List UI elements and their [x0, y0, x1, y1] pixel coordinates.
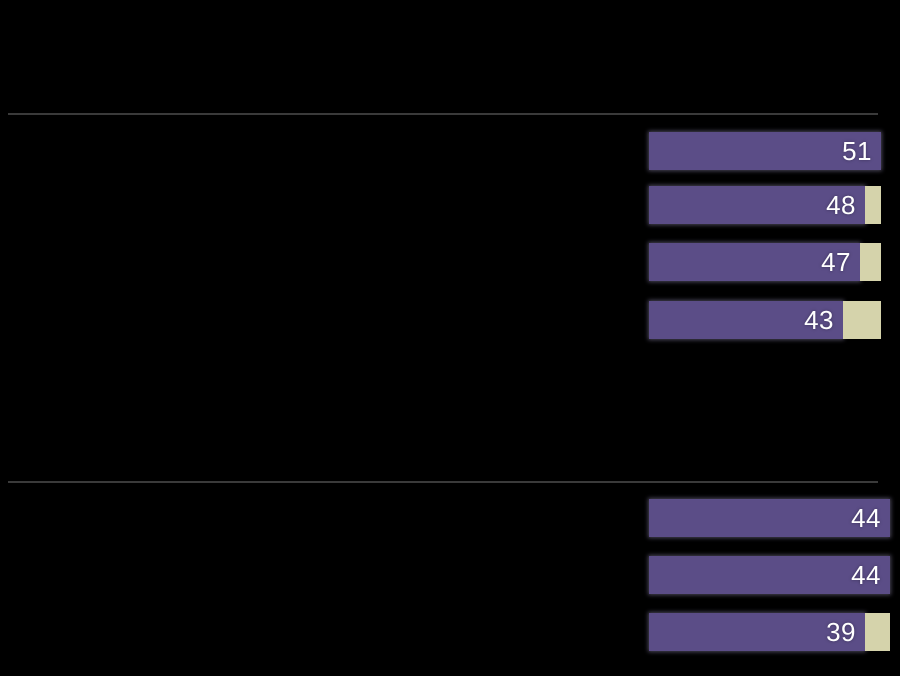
- bar-segment-secondary: [865, 613, 890, 651]
- bar-segment-primary: 44: [649, 499, 890, 537]
- bar-value-label: 48: [826, 190, 856, 220]
- bar-row[interactable]: 39: [649, 613, 890, 651]
- bar-value-label: 44: [851, 560, 881, 590]
- bar-segment-primary: 39: [649, 613, 865, 651]
- bar-segment-primary: 44: [649, 556, 890, 594]
- bar-value-label: 39: [826, 617, 856, 647]
- bar-row[interactable]: 47: [649, 243, 881, 281]
- bar-segment-primary: 48: [649, 186, 865, 224]
- bar-segment-primary: 51: [649, 132, 881, 170]
- bar-segment-secondary: [843, 301, 881, 339]
- bar-value-label: 51: [842, 136, 872, 166]
- bar-row[interactable]: 48: [649, 186, 881, 224]
- bar-row[interactable]: 51: [649, 132, 881, 170]
- bar-segment-primary: 43: [649, 301, 843, 339]
- bar-row[interactable]: 44: [649, 556, 890, 594]
- bar-segment-secondary: [865, 186, 881, 224]
- section-divider-middle: [8, 481, 878, 483]
- bar-row[interactable]: 44: [649, 499, 890, 537]
- section-divider-top: [8, 113, 878, 115]
- bar-segment-secondary: [860, 243, 881, 281]
- bar-value-label: 47: [821, 247, 851, 277]
- bar-segment-primary: 47: [649, 243, 860, 281]
- bar-value-label: 43: [804, 305, 834, 335]
- bar-row[interactable]: 43: [649, 301, 881, 339]
- bar-value-label: 44: [851, 503, 881, 533]
